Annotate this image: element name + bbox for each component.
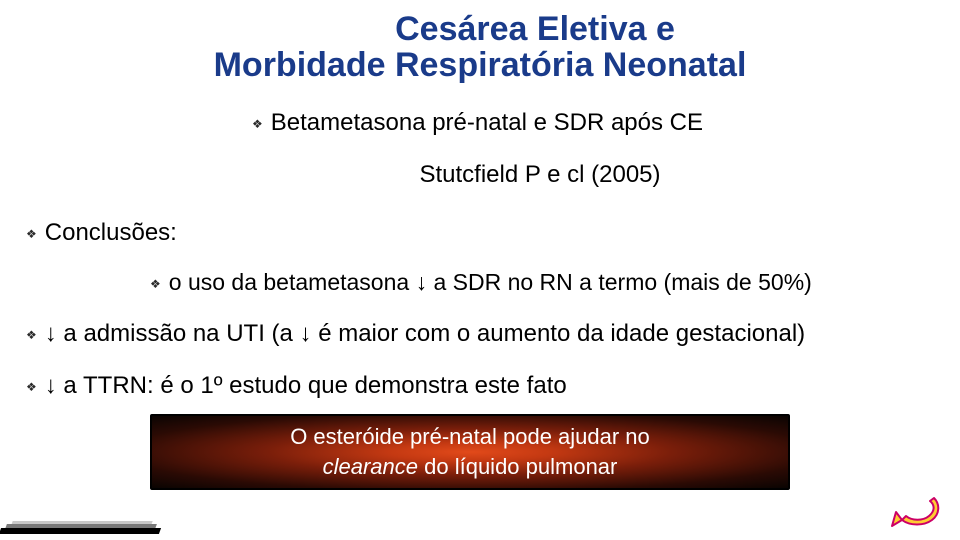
diamond-bullet-icon: ❖: [26, 328, 37, 342]
text-fragment: a admissão na UTI (a: [57, 320, 300, 347]
down-arrow-icon: ↓: [45, 372, 57, 399]
text-fragment: é maior com o aumento da idade gestacion…: [312, 320, 806, 347]
bullet-admissao-uti: ❖ ↓ a admissão na UTI (a ↓ é maior com o…: [26, 320, 940, 348]
down-arrow-icon: ↓: [416, 269, 428, 295]
bullet-text: ↓ a admissão na UTI (a ↓ é maior com o a…: [45, 320, 805, 348]
text-fragment: a SDR no RN a termo (mais de 50%): [427, 269, 812, 295]
title-line-1: Cesárea Eletiva e: [130, 12, 940, 48]
bullet-conclusoes: ❖ Conclusões:: [26, 219, 940, 247]
diamond-bullet-icon: ❖: [150, 277, 161, 291]
callout-rest: do líquido pulmonar: [418, 454, 617, 479]
callout-box: O esteróide pré-natal pode ajudar no cle…: [150, 414, 790, 490]
callout-line-1: O esteróide pré-natal pode ajudar no: [152, 422, 788, 452]
down-arrow-icon: ↓: [45, 320, 57, 347]
callout-content: O esteróide pré-natal pode ajudar no cle…: [150, 414, 790, 490]
bullet-text: ↓ a TTRN: é o 1º estudo que demonstra es…: [45, 372, 567, 400]
diamond-bullet-icon: ❖: [26, 380, 37, 394]
bullet-text: Conclusões:: [45, 219, 177, 247]
bullet-betametasona: ❖ Betametasona pré-natal e SDR após CE: [252, 109, 940, 137]
text-fragment: o uso da betametasona: [169, 269, 416, 295]
title-line-2: Morbidade Respiratória Neonatal: [20, 48, 940, 84]
slide-region: Cesárea Eletiva e Morbidade Respiratória…: [0, 0, 960, 540]
bullet-uso-betametasona: ❖ o uso da betametasona ↓ a SDR no RN a …: [150, 269, 940, 296]
slide-title: Cesárea Eletiva e Morbidade Respiratória…: [20, 12, 940, 83]
bullet-text: Betametasona pré-natal e SDR após CE: [271, 109, 703, 137]
curved-arrow-icon: [888, 492, 944, 534]
citation-line: Stutcfield P e cl (2005): [140, 161, 940, 189]
footer-decoration: [0, 520, 170, 534]
text-fragment: a TTRN: é o 1º estudo que demonstra este…: [57, 372, 567, 399]
footer-bar-icon: [0, 528, 161, 534]
callout-line-2: clearance do líquido pulmonar: [152, 452, 788, 482]
bullet-ttrn: ❖ ↓ a TTRN: é o 1º estudo que demonstra …: [26, 372, 940, 400]
diamond-bullet-icon: ❖: [26, 227, 37, 241]
bullet-text: o uso da betametasona ↓ a SDR no RN a te…: [169, 269, 812, 296]
down-arrow-icon: ↓: [300, 320, 312, 347]
diamond-bullet-icon: ❖: [252, 117, 263, 131]
callout-italic: clearance: [323, 454, 418, 479]
